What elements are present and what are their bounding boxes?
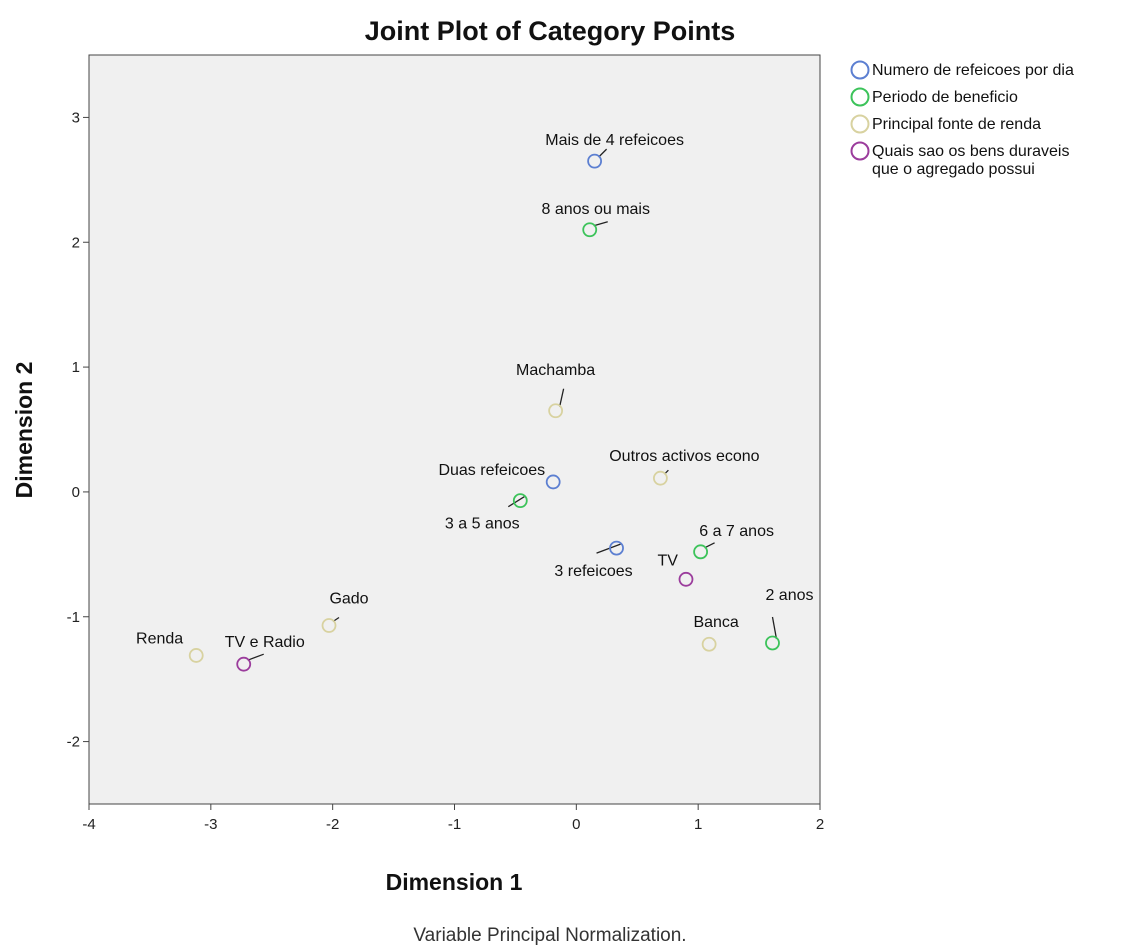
category-point-label: Machamba [516, 362, 595, 379]
category-point [678, 571, 694, 587]
x-tick-label: -2 [326, 816, 339, 833]
label-leader-line [596, 543, 621, 554]
category-point-label: 8 anos ou mais [541, 201, 650, 218]
category-point-label: 2 anos [765, 587, 813, 604]
category-point-label: Outros activos econo [609, 448, 759, 465]
category-point [693, 544, 709, 560]
x-axis-label: Dimension 1 [386, 869, 523, 895]
x-tick-label: 0 [572, 816, 580, 833]
legend-marker [850, 141, 870, 161]
category-point-label: Renda [136, 630, 183, 647]
category-point-label: Mais de 4 refeicoes [545, 132, 684, 149]
category-point [512, 493, 528, 509]
legend-marker [850, 114, 870, 134]
chart-title: Joint Plot of Category Points [365, 16, 736, 46]
category-point [321, 618, 337, 633]
label-leader-line [558, 388, 565, 407]
legend-marker [850, 87, 870, 107]
category-point-label: 6 a 7 anos [699, 523, 774, 540]
category-point [236, 656, 252, 672]
x-tick-label: -4 [82, 816, 95, 833]
y-tick-label: -2 [67, 734, 80, 751]
legend-entry-label: Periodo de beneficio [872, 89, 1018, 106]
category-point [652, 470, 668, 486]
category-point-label: 3 refeicoes [554, 563, 632, 580]
y-tick-label: 3 [72, 109, 80, 126]
category-point-label: TV [658, 552, 679, 569]
x-tick-label: -1 [448, 816, 461, 833]
label-leader-line [704, 542, 715, 549]
data-points: Mais de 4 refeicoes Duas refeicoes 3 refei… [136, 132, 814, 672]
label-leader-line [593, 221, 608, 227]
category-point [188, 648, 204, 663]
x-tick-label: 1 [694, 816, 702, 833]
y-tick-label: 0 [72, 484, 80, 501]
category-point-label: Duas refeicoes [438, 462, 545, 479]
category-point-label: TV e Radio [225, 634, 305, 651]
legend: Numero de refeicoes por dia Periodo de be… [850, 60, 1074, 178]
axis-ticks: -4 -3 -2 -1 0 1 2 -2 -1 0 1 2 3 [67, 109, 825, 833]
x-tick-label: 2 [816, 816, 824, 833]
legend-entry-label: Numero de refeicoes por dia [872, 62, 1074, 79]
category-point [582, 222, 598, 238]
label-leader-line [771, 616, 778, 640]
category-point-label: Banca [693, 614, 738, 631]
category-point [701, 636, 717, 652]
category-point [587, 153, 603, 169]
y-tick-label: 1 [72, 359, 80, 376]
category-point [548, 403, 564, 419]
category-point [765, 635, 780, 651]
category-point [609, 540, 624, 556]
category-point [545, 474, 561, 490]
legend-entry-label: Principal fonte de renda [872, 116, 1041, 133]
legend-entry-label: Quais sao os bens duraveis [872, 143, 1069, 160]
legend-marker [850, 60, 870, 80]
y-tick-label: 2 [72, 234, 80, 251]
legend-entry-label: que o agregado possui [872, 161, 1035, 178]
label-leader-line [598, 148, 608, 158]
footnote: Variable Principal Normalization. [413, 925, 686, 946]
label-leader-line [247, 653, 264, 661]
category-point-label: Gado [329, 590, 368, 607]
category-point-label: 3 a 5 anos [445, 516, 520, 533]
label-leader-line [507, 496, 525, 508]
y-tick-label: -1 [67, 609, 80, 626]
y-axis-label: Dimension 2 [11, 362, 37, 499]
x-tick-label: -3 [204, 816, 217, 833]
plot-area [88, 54, 821, 805]
